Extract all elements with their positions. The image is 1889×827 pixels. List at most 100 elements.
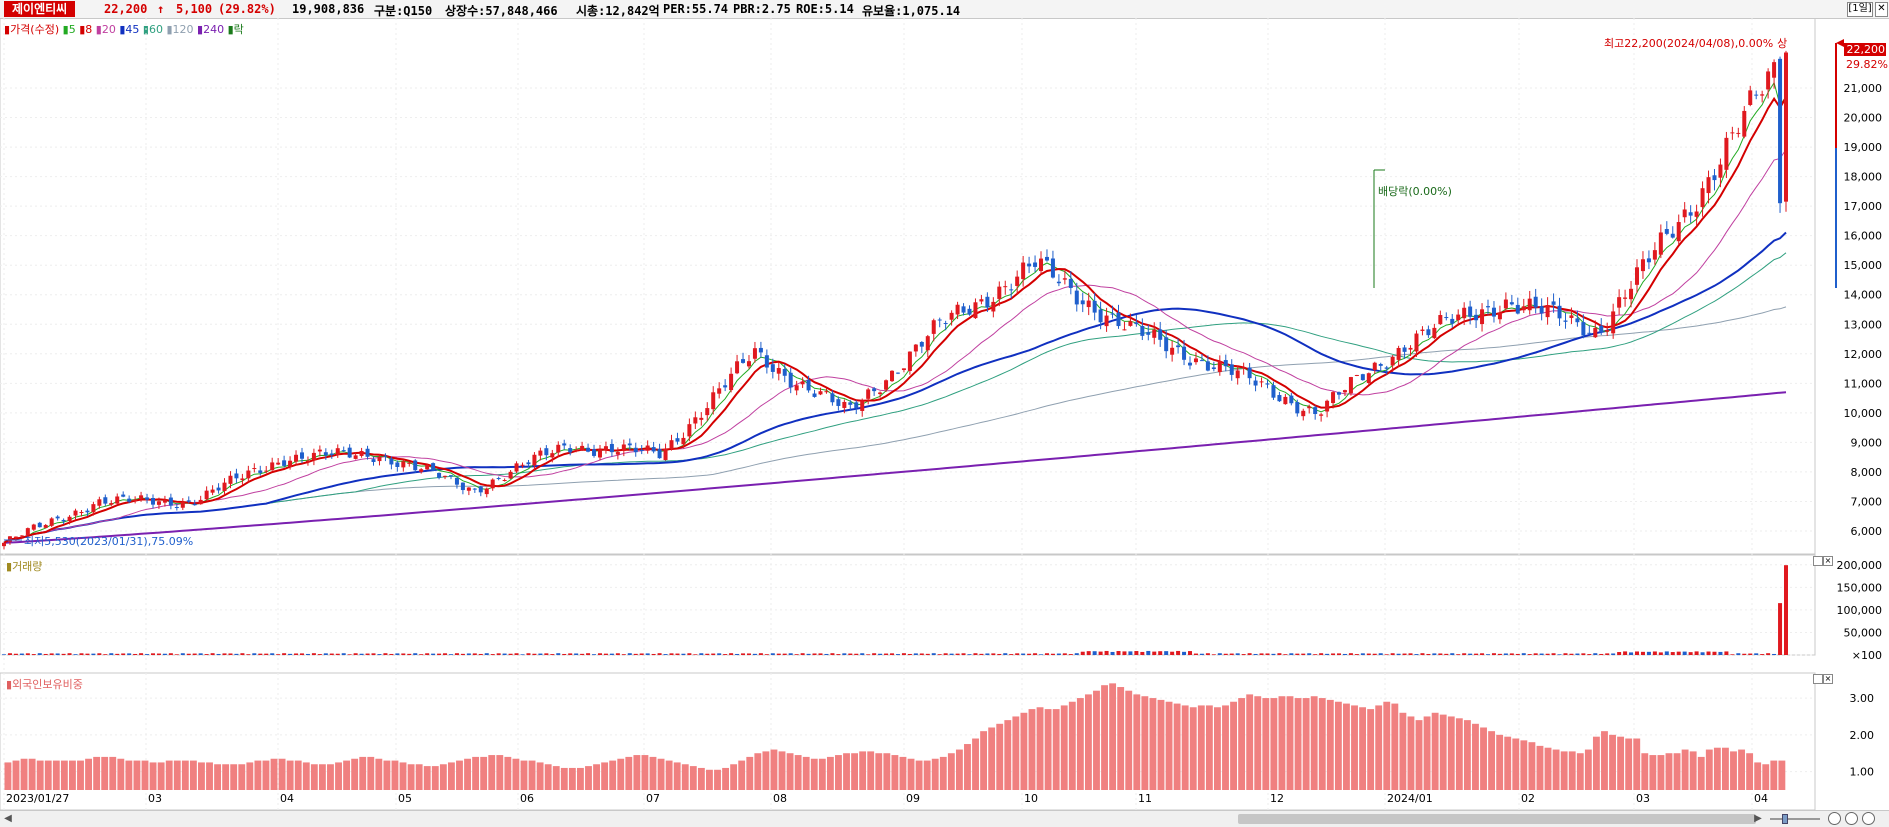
- candle-body: [615, 452, 620, 455]
- legend-price[interactable]: 가격(수정): [10, 23, 60, 36]
- candle-body: [234, 473, 239, 479]
- foreign-ratio-bar: [439, 764, 447, 790]
- volume-bar: [1378, 653, 1383, 655]
- candle-body: [1670, 233, 1675, 238]
- price-tick-label: 17,000: [1844, 200, 1883, 213]
- candle-body: [1772, 62, 1777, 78]
- foreign-ratio-bar: [1472, 723, 1479, 790]
- legend-ma240[interactable]: 240: [203, 23, 225, 36]
- candle-body: [609, 443, 614, 453]
- volume-bar: [907, 653, 912, 655]
- volume-panel-close-icon[interactable]: ×: [1823, 556, 1833, 566]
- scroll-thumb[interactable]: [1238, 814, 1756, 824]
- candle-body: [1188, 362, 1193, 366]
- candle-body: [1062, 278, 1067, 280]
- volume-bar: [502, 653, 507, 655]
- candle-body: [1712, 175, 1717, 181]
- volume-bar: [1021, 653, 1026, 655]
- volume-bar: [711, 653, 716, 655]
- volume-bar: [1342, 653, 1347, 655]
- foreign-panel-maximize-icon[interactable]: [1813, 674, 1823, 684]
- foreign-ratio-bar: [1512, 738, 1520, 790]
- foreign-ratio-bar: [1343, 703, 1350, 790]
- period-button[interactable]: [1일]: [1847, 2, 1873, 17]
- foreign-ratio-bar: [560, 767, 568, 790]
- candle-body: [1039, 258, 1044, 272]
- x-tick-label: 07: [646, 792, 660, 805]
- candle-body: [532, 454, 537, 466]
- volume-bar: [377, 654, 382, 655]
- scroll-left-icon[interactable]: ◀: [4, 813, 12, 824]
- volume-bar: [651, 653, 656, 655]
- legend-ma60[interactable]: 60: [148, 23, 163, 36]
- volume-bar: [752, 653, 757, 655]
- candle-body: [1718, 164, 1723, 178]
- candle-body: [299, 452, 304, 459]
- foreign-tick-label: 3.00: [1850, 692, 1875, 705]
- foreign-ratio-bar: [1754, 762, 1762, 790]
- candle-body: [717, 388, 722, 394]
- foreign-ratio-bar: [1359, 707, 1367, 790]
- foreign-ratio-bar: [1157, 699, 1165, 790]
- volume-bar: [717, 653, 722, 655]
- candle-body: [669, 440, 674, 449]
- per-value: PER:55.74: [663, 2, 729, 16]
- foreign-ratio-bar: [528, 760, 536, 790]
- volume-bar: [586, 653, 591, 655]
- legend-ma5[interactable]: 5: [68, 23, 76, 36]
- scroll-right-icon[interactable]: ▶: [1754, 813, 1762, 824]
- stock-name[interactable]: 제이엔티씨: [4, 1, 76, 17]
- foreign-panel-close-icon[interactable]: ×: [1823, 674, 1833, 684]
- zoom-slider[interactable]: [1770, 818, 1820, 820]
- volume-bar: [532, 653, 537, 655]
- foreign-ratio-bar: [1713, 747, 1721, 790]
- volume-bar: [73, 654, 78, 655]
- candle-body: [139, 495, 144, 499]
- x-tick-label: 2023/01/27: [6, 792, 69, 805]
- zoom-in-icon[interactable]: [1845, 812, 1858, 825]
- volume-bar: [1050, 653, 1055, 655]
- foreign-ratio-bar: [1455, 718, 1463, 790]
- foreign-ratio-bar: [1165, 701, 1173, 790]
- candle-body: [1193, 358, 1198, 363]
- volume-bar: [681, 653, 686, 655]
- candle-body: [276, 462, 281, 465]
- price-tick-label: 9,000: [1851, 436, 1883, 449]
- legend-ex[interactable]: 락: [233, 23, 244, 36]
- zoom-slider-knob[interactable]: [1782, 814, 1788, 824]
- chart-scrollbar[interactable]: ◀ ▶: [0, 810, 1889, 827]
- volume-bar: [2, 654, 6, 655]
- legend-ma45[interactable]: 45: [125, 23, 140, 36]
- foreign-ratio-bar: [1238, 698, 1246, 790]
- candle-body: [496, 478, 501, 480]
- foreign-ratio-bar: [343, 760, 351, 790]
- volume-bar: [1515, 653, 1520, 655]
- candle-body: [1581, 322, 1586, 336]
- stock-chart-svg[interactable]: 6,000 7,000 8,000 9,000 10,000 11,000 12,000 13…: [0, 18, 1889, 810]
- volume-bar: [1480, 653, 1485, 655]
- zoom-out-icon[interactable]: [1828, 812, 1841, 825]
- volume-bar: [1426, 653, 1431, 655]
- foreign-ratio-bar: [1367, 709, 1375, 790]
- legend-ma20-marker: ▮: [95, 23, 102, 36]
- foreign-ratio-bar: [843, 753, 850, 790]
- volume-bar: [1253, 653, 1258, 655]
- volume-bar: [746, 653, 751, 655]
- legend-ma8[interactable]: 8: [85, 23, 93, 36]
- volume-bar: [878, 653, 883, 655]
- volume-panel-maximize-icon[interactable]: [1813, 556, 1823, 566]
- volume-bar: [574, 653, 579, 655]
- candle-body: [1378, 363, 1383, 366]
- foreign-ratio-bar: [294, 760, 302, 790]
- zoom-reset-icon[interactable]: [1862, 812, 1875, 825]
- volume-bar: [180, 653, 185, 655]
- legend-ma20[interactable]: 20: [101, 23, 116, 36]
- x-tick-label: 10: [1024, 792, 1038, 805]
- price-tick-label: 20,000: [1844, 112, 1883, 125]
- volume-bar: [97, 653, 102, 655]
- window-close-icon[interactable]: ✕: [1875, 2, 1888, 17]
- volume-bar: [1569, 653, 1574, 655]
- candle-body: [1402, 347, 1407, 352]
- legend-ma120[interactable]: 120: [172, 23, 194, 36]
- volume-bar: [1176, 650, 1181, 655]
